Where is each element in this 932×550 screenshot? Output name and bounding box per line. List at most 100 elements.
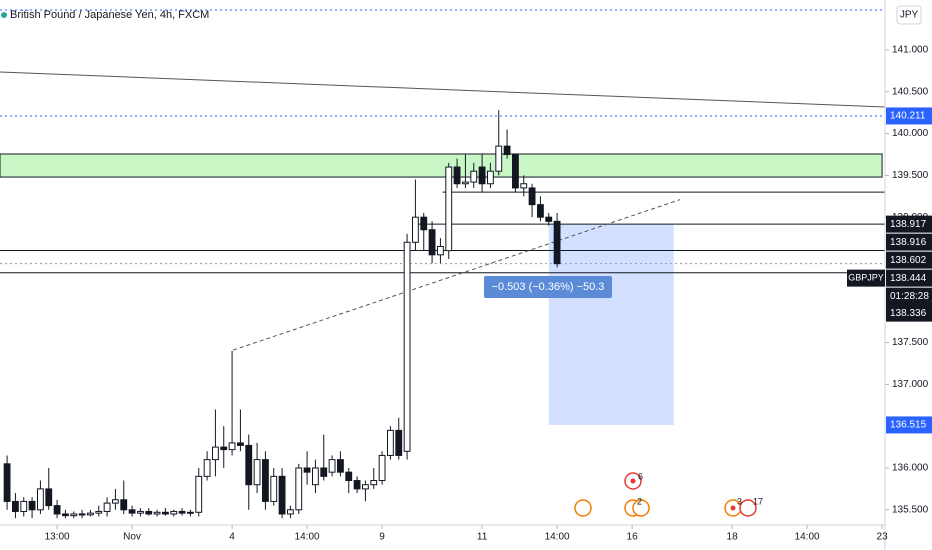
- event-icons: 6 2 3 17: [574, 471, 763, 517]
- event-count: 6: [638, 471, 643, 481]
- candle-body: [537, 204, 544, 218]
- currency-label: JPY: [900, 10, 919, 21]
- candle-body: [445, 166, 453, 252]
- candle-body: [153, 511, 161, 515]
- candle-body: [478, 166, 486, 185]
- candle-body: [212, 446, 219, 461]
- candle-body: [487, 170, 494, 185]
- candle-body: [45, 488, 53, 507]
- candle-body: [253, 459, 261, 486]
- candle-body: [370, 480, 378, 486]
- candle-body: [278, 475, 286, 515]
- event-icon[interactable]: [574, 499, 592, 517]
- candle-body: [137, 510, 144, 514]
- candle-body: [328, 459, 336, 473]
- x-tick-label: 14:00: [295, 532, 320, 543]
- event-count: 17: [753, 496, 763, 506]
- candle-body: [3, 463, 11, 502]
- candle-body: [195, 475, 203, 513]
- candle-body: [553, 220, 561, 265]
- candle-body: [528, 187, 536, 206]
- price-label: 138.602: [890, 255, 927, 266]
- price-label-box: [886, 269, 932, 287]
- candle-body: [228, 442, 236, 451]
- candle-body: [395, 429, 403, 456]
- candle-body: [120, 499, 128, 511]
- position-box: [548, 224, 674, 425]
- candle-body: [320, 467, 328, 477]
- candle-body: [337, 459, 344, 473]
- event-count: 3: [737, 496, 742, 506]
- candle-body: [128, 509, 136, 514]
- price-label: 140.211: [890, 111, 926, 122]
- x-tick-label: Nov: [123, 532, 141, 543]
- candle-body: [462, 181, 469, 185]
- candle-body: [87, 512, 94, 516]
- candle-body: [303, 467, 311, 473]
- candle-body: [387, 429, 394, 456]
- position-label-box: [484, 276, 612, 298]
- candle-body: [170, 510, 178, 515]
- event-dot: [630, 478, 636, 484]
- x-tick-label: 9: [379, 532, 385, 543]
- y-tick-label: 139.500: [892, 170, 929, 181]
- candle-body: [503, 145, 511, 155]
- candle-body: [412, 216, 419, 243]
- x-tick-label: 18: [727, 532, 739, 543]
- candle-body: [428, 229, 436, 256]
- position-label: −0.503 (−0.36%) −50.3: [492, 281, 605, 293]
- countdown: 01:28:28: [890, 291, 929, 302]
- candle-body: [95, 510, 103, 514]
- trendline: [0, 71, 886, 108]
- price-label-box: [886, 287, 932, 322]
- candle-body: [420, 216, 428, 231]
- price-label: 136.515: [890, 420, 927, 431]
- x-tick-label: 23: [877, 532, 889, 543]
- symbol-label: GBPJPY: [848, 273, 884, 283]
- candle-body: [545, 216, 553, 222]
- chart-title: British Pound / Japanese Yen, 4h, FXCM: [10, 9, 209, 21]
- x-tick-label: 14:00: [545, 532, 570, 543]
- candle-body: [145, 510, 153, 515]
- candle-body: [512, 153, 519, 189]
- candle-body: [37, 488, 44, 511]
- event-dot: [730, 505, 736, 511]
- y-tick-label: 140.500: [892, 86, 929, 97]
- candle-body: [203, 459, 211, 477]
- candle-body: [103, 502, 111, 512]
- y-tick-label: 136.000: [892, 463, 929, 474]
- plot-area: [0, 9, 886, 519]
- candle-body: [70, 513, 78, 517]
- candle-body: [53, 505, 61, 515]
- x-tick-label: 14:00: [795, 532, 820, 543]
- candle-body: [437, 245, 444, 256]
- price-label: 138.444: [890, 273, 927, 284]
- candle-body: [345, 471, 353, 482]
- price-label: 138.916: [890, 237, 927, 248]
- event-icon[interactable]: [739, 499, 757, 517]
- candle-body: [220, 446, 228, 451]
- candle-body: [178, 510, 186, 514]
- candle-body: [237, 442, 244, 446]
- candle-body: [495, 145, 503, 172]
- price-label-box: [886, 416, 932, 434]
- candle-body: [403, 241, 411, 452]
- candle-body: [12, 500, 19, 512]
- event-count: 2: [637, 496, 642, 506]
- x-tick-label: 11: [477, 532, 488, 543]
- x-tick-label: 16: [627, 532, 639, 543]
- price-label-box: [886, 107, 932, 125]
- support-zone: [0, 153, 883, 178]
- trendline: [232, 199, 681, 351]
- event-icon[interactable]: [632, 499, 650, 517]
- candle-body: [245, 444, 253, 486]
- candle-body: [470, 170, 478, 183]
- candle-body: [262, 459, 269, 502]
- y-tick-label: 137.000: [892, 379, 929, 390]
- candle-body: [312, 467, 319, 486]
- candle-body: [78, 513, 86, 516]
- currency-badge[interactable]: [896, 5, 922, 25]
